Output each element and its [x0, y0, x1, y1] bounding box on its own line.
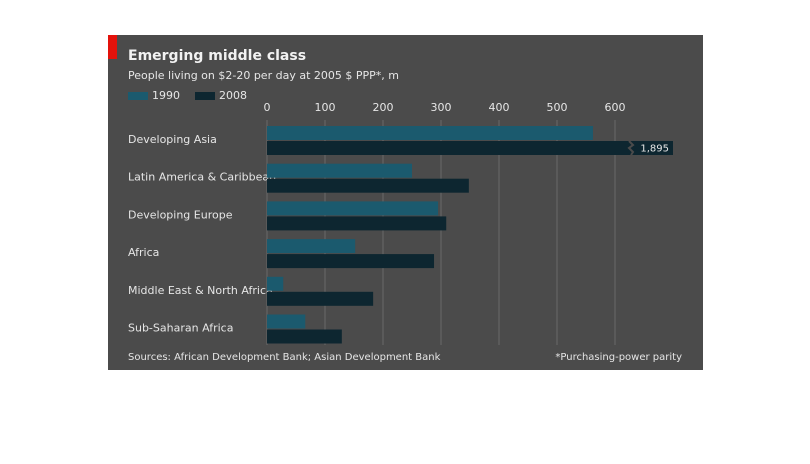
legend-label: 1990: [152, 89, 180, 102]
x-tick-label: 200: [373, 101, 394, 114]
legend-swatch: [128, 92, 148, 100]
footnote: *Purchasing-power parity: [555, 352, 682, 363]
legend-swatch: [195, 92, 215, 100]
y-tick-label: Africa: [128, 246, 159, 259]
source: Sources: African Development Bank; Asian…: [128, 352, 441, 363]
x-tick-label: 0: [264, 101, 271, 114]
y-tick-label: Middle East & North Africa: [128, 284, 273, 297]
x-tick-label: 400: [489, 101, 510, 114]
y-tick-label: Latin America & Caribbean: [128, 171, 276, 184]
bar: [267, 314, 306, 329]
bar: [267, 178, 469, 193]
y-tick-label: Developing Asia: [128, 133, 217, 146]
bar: [267, 163, 412, 178]
x-tick-label: 300: [431, 101, 452, 114]
x-tick-label: 100: [315, 101, 336, 114]
chart-title: Emerging middle class: [128, 48, 306, 64]
bar: [267, 329, 342, 344]
chart-subtitle: People living on $2-20 per day at 2005 $…: [128, 69, 399, 82]
legend-label: 2008: [219, 89, 247, 102]
bar: [267, 201, 439, 216]
bar: [267, 216, 447, 231]
value-label: 1,895: [640, 144, 669, 155]
bar: [267, 291, 374, 306]
y-tick-label: Developing Europe: [128, 208, 233, 221]
bar: [267, 254, 435, 269]
x-tick-label: 600: [605, 101, 626, 114]
red-tab: [108, 35, 117, 59]
bar: [267, 126, 593, 140]
axis-break: [627, 140, 635, 156]
y-tick-label: Sub-Saharan Africa: [128, 322, 233, 335]
bar: [267, 141, 673, 155]
bar: [267, 276, 284, 291]
x-tick-label: 500: [547, 101, 568, 114]
bar: [267, 239, 356, 254]
